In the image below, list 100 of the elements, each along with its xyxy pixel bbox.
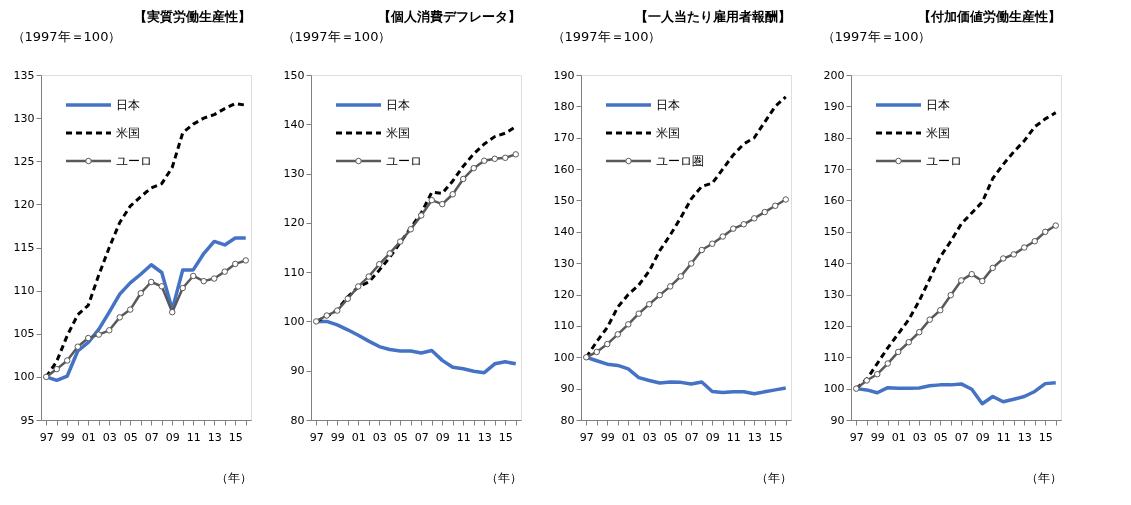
y-tick-label: 90 [290, 364, 305, 378]
x-axis-title: （年） [1025, 470, 1062, 485]
point [667, 283, 674, 290]
point [407, 226, 414, 233]
point [698, 246, 705, 254]
y-tick-label: 180 [823, 131, 845, 145]
y-tick-label: 120 [823, 319, 845, 333]
point [481, 157, 488, 164]
x-tick-label: 15 [1038, 430, 1053, 444]
point [740, 221, 747, 228]
y-tick-label: 140 [283, 117, 305, 131]
y-tick-label: 80 [290, 413, 305, 427]
y-tick-label: 160 [553, 162, 575, 176]
point [1042, 228, 1049, 236]
y-tick-label: 130 [283, 167, 305, 181]
point [386, 250, 393, 257]
point [656, 291, 663, 299]
x-tick-label: 05 [663, 430, 678, 444]
x-tick-label: 09 [165, 430, 180, 444]
x-tick-label: 15 [768, 430, 783, 444]
point [148, 278, 155, 286]
y-tick-label: 95 [20, 413, 35, 427]
y-tick-label: 140 [553, 225, 575, 239]
y-tick-label: 190 [553, 68, 575, 82]
legend-label: ユーロ [926, 154, 962, 168]
x-tick-label: 07 [954, 430, 969, 444]
point [169, 308, 176, 316]
point [719, 233, 726, 240]
point [635, 310, 642, 317]
point [418, 212, 425, 219]
x-tick-label: 01 [81, 430, 96, 444]
x-axis-title: （年） [215, 470, 252, 485]
point [137, 289, 144, 297]
x-tick-label: 07 [684, 430, 699, 444]
y-tick-label: 190 [823, 99, 845, 113]
point [1000, 255, 1007, 262]
legend-label: 日本 [656, 98, 680, 112]
x-tick-label: 99 [60, 430, 75, 444]
x-tick-label: 03 [372, 430, 387, 444]
legend-label: 日本 [926, 98, 950, 112]
x-tick-label: 03 [912, 430, 927, 444]
point [502, 154, 509, 162]
point [604, 340, 611, 348]
x-tick-label: 15 [228, 430, 243, 444]
y-tick-label: 100 [283, 314, 305, 328]
y-tick-label: 150 [553, 193, 575, 207]
point [470, 164, 477, 172]
y-tick-label: 120 [13, 197, 35, 211]
legend-label: 日本 [116, 98, 140, 112]
point [937, 306, 944, 314]
x-axis-title: （年） [755, 470, 792, 485]
x-tick-label: 09 [435, 430, 450, 444]
y-axis-title: （1997年＝100） [821, 28, 932, 44]
point [989, 264, 996, 272]
legend-label: 日本 [386, 98, 410, 112]
point [593, 348, 600, 356]
point [74, 343, 81, 350]
y-axis-title: （1997年＝100） [281, 28, 392, 44]
x-tick-label: 11 [996, 430, 1011, 444]
x-tick-label: 97 [309, 430, 324, 444]
y-tick-label: 100 [553, 350, 575, 364]
point [116, 314, 123, 321]
x-tick-label: 15 [498, 430, 513, 444]
legend-label: 米国 [656, 126, 680, 140]
y-tick-label: 160 [823, 193, 845, 207]
y-tick-label: 100 [13, 370, 35, 384]
point [344, 295, 351, 302]
chart-title: 【実質労働生産性】 [134, 9, 251, 24]
point [313, 318, 320, 325]
point [439, 200, 446, 208]
point [916, 328, 923, 336]
y-tick-label: 130 [823, 288, 845, 302]
x-tick-label: 97 [579, 430, 594, 444]
x-tick-label: 99 [870, 430, 885, 444]
point [397, 238, 404, 245]
y-tick-label: 125 [13, 154, 35, 168]
point [43, 373, 50, 381]
x-tick-label: 01 [891, 430, 906, 444]
point [334, 307, 341, 314]
x-tick-label: 13 [207, 430, 222, 444]
point [677, 273, 684, 280]
point [646, 301, 653, 308]
y-tick-label: 110 [553, 319, 575, 333]
point [874, 370, 881, 378]
y-tick-label: 130 [553, 256, 575, 270]
y-tick-label: 100 [823, 382, 845, 396]
x-tick-label: 05 [933, 430, 948, 444]
y-tick-label: 130 [13, 111, 35, 125]
y-tick-label: 90 [830, 413, 845, 427]
point [242, 257, 249, 264]
x-tick-label: 97 [849, 430, 864, 444]
legend-label: 米国 [926, 126, 950, 140]
point [85, 334, 92, 342]
point [614, 331, 621, 338]
x-tick-label: 07 [414, 430, 429, 444]
point [460, 175, 467, 183]
y-tick-label: 200 [823, 68, 845, 82]
y-tick-label: 80 [560, 413, 575, 427]
chart-title: 【個人消費デフレータ】 [378, 9, 521, 24]
y-tick-label: 110 [283, 265, 305, 279]
